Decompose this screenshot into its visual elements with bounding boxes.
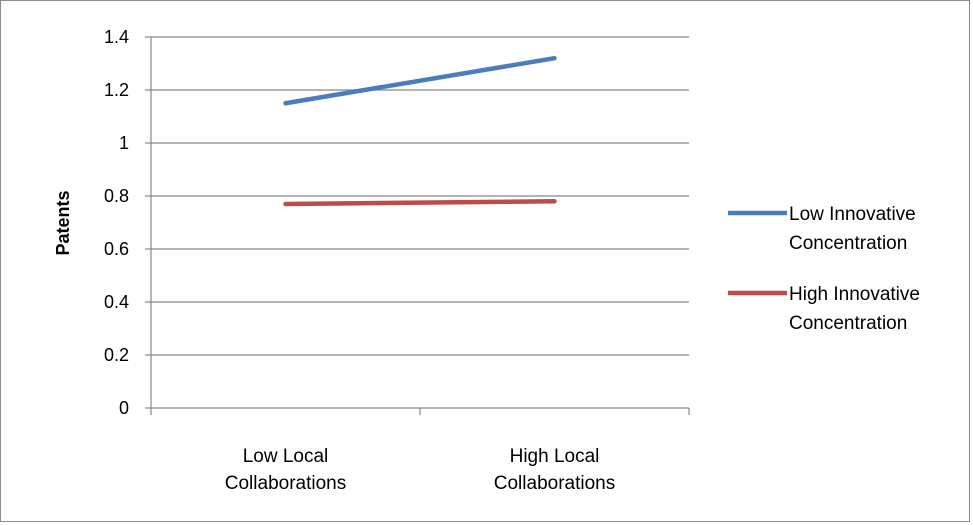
x-category-label-line: Collaborations: [225, 473, 346, 494]
y-tick-label: 0.4: [104, 292, 129, 312]
legend-label-line: Low Innovative: [789, 204, 916, 225]
x-category-label: Low Local Collaborations: [225, 446, 346, 494]
y-tick-label: 1: [119, 133, 129, 153]
x-category-label-line: Low Local: [243, 446, 329, 467]
x-category-label-line: High Local: [510, 446, 600, 467]
x-category-label-line: Collaborations: [494, 473, 615, 494]
y-tick-label: 0.6: [104, 239, 129, 259]
y-tick-labels: 0 0.2 0.4 0.6 0.8 1 1.2 1.4: [104, 27, 129, 418]
y-axis-label: Patents: [53, 190, 73, 255]
series-line: [283, 55, 557, 106]
legend-label-line: Concentration: [789, 313, 907, 334]
y-tick-label: 0.8: [104, 186, 129, 206]
series-lines: [283, 55, 557, 207]
y-tick-label: 0.2: [104, 345, 129, 365]
x-category-label: High Local Collaborations: [494, 446, 615, 494]
axes: [145, 36, 690, 415]
y-tick-label: 1.4: [104, 27, 129, 47]
legend-label-line: High Innovative: [789, 284, 920, 305]
y-tick-label: 0: [119, 398, 129, 418]
legend-label: Low Innovative Concentration: [789, 204, 916, 254]
x-category-labels: Low Local Collaborations High Local Collabo…: [225, 446, 615, 494]
gridlines: [151, 36, 689, 356]
series-line: [283, 199, 557, 207]
legend-label-line: Concentration: [789, 233, 907, 254]
legend-label: High Innovative Concentration: [789, 284, 920, 334]
y-tick-label: 1.2: [104, 80, 129, 100]
